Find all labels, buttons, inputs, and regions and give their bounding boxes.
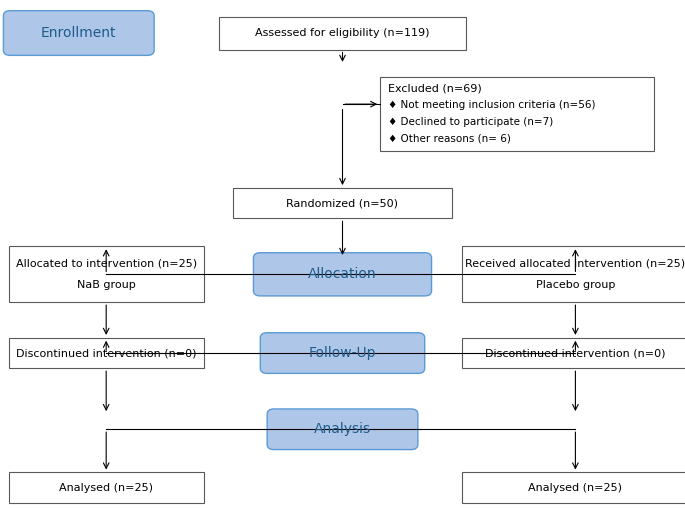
FancyBboxPatch shape: [219, 16, 466, 49]
Text: Randomized (n=50): Randomized (n=50): [286, 198, 399, 208]
Text: Follow-Up: Follow-Up: [309, 346, 376, 360]
Text: Received allocated intervention (n=25): Received allocated intervention (n=25): [465, 258, 685, 268]
FancyBboxPatch shape: [9, 472, 204, 503]
Text: Analysed (n=25): Analysed (n=25): [59, 483, 153, 493]
Text: Excluded (n=69): Excluded (n=69): [388, 84, 482, 94]
Text: Allocated to intervention (n=25): Allocated to intervention (n=25): [16, 258, 197, 268]
Text: Analysed (n=25): Analysed (n=25): [528, 483, 623, 493]
FancyBboxPatch shape: [267, 409, 418, 450]
FancyBboxPatch shape: [462, 338, 685, 368]
FancyBboxPatch shape: [3, 11, 154, 55]
Text: Placebo group: Placebo group: [536, 280, 615, 291]
Text: Analysis: Analysis: [314, 422, 371, 436]
FancyBboxPatch shape: [380, 77, 654, 151]
FancyBboxPatch shape: [9, 246, 204, 302]
Text: Assessed for eligibility (n=119): Assessed for eligibility (n=119): [256, 28, 429, 38]
Text: ♦ Other reasons (n= 6): ♦ Other reasons (n= 6): [388, 134, 511, 144]
FancyBboxPatch shape: [462, 246, 685, 302]
Text: ♦ Not meeting inclusion criteria (n=56): ♦ Not meeting inclusion criteria (n=56): [388, 100, 596, 110]
FancyBboxPatch shape: [9, 338, 204, 368]
Text: Allocation: Allocation: [308, 267, 377, 281]
FancyBboxPatch shape: [253, 253, 432, 296]
FancyBboxPatch shape: [462, 472, 685, 503]
Text: Discontinued intervention (n=0): Discontinued intervention (n=0): [485, 348, 666, 358]
FancyBboxPatch shape: [233, 188, 452, 218]
Text: Enrollment: Enrollment: [41, 26, 116, 40]
Text: ♦ Declined to participate (n=7): ♦ Declined to participate (n=7): [388, 117, 553, 127]
FancyBboxPatch shape: [260, 333, 425, 373]
Text: Discontinued intervention (n=0): Discontinued intervention (n=0): [16, 348, 197, 358]
Text: NaB group: NaB group: [77, 280, 136, 291]
